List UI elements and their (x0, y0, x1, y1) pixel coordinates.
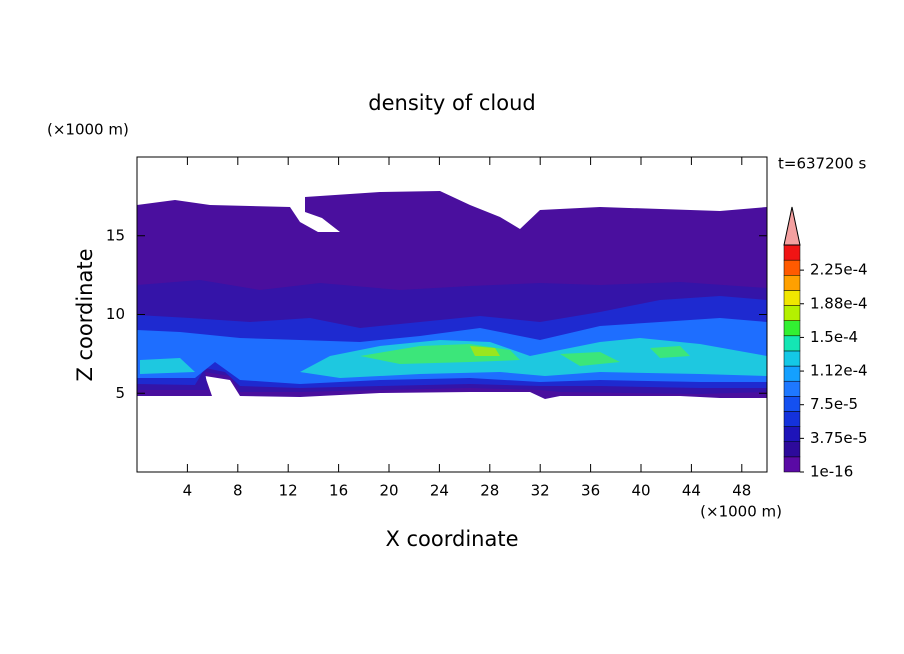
x-unit: (×1000 m) (700, 503, 782, 521)
contour-fill (470, 346, 500, 356)
colorbar-extend (783, 206, 801, 246)
contour-fills (137, 191, 767, 399)
x-tick-label: 32 (531, 482, 550, 500)
colorbar-band (783, 335, 801, 352)
colorbar-band (783, 380, 801, 397)
colorbar-tick-label: 1.88e-4 (810, 294, 868, 312)
x-tick-label: 40 (631, 482, 650, 500)
colorbar-tick-label: 3.75e-5 (810, 429, 868, 447)
colorbar-band (783, 396, 801, 412)
colorbar-tick-label: 1e-16 (810, 463, 853, 481)
colorbar-tick-label: 7.5e-5 (810, 395, 858, 413)
x-tick-label: 8 (233, 482, 243, 500)
x-tick-label: 20 (379, 482, 398, 500)
y-tick-label: 15 (106, 226, 125, 244)
colorbar-band (783, 350, 801, 367)
colorbar-band (783, 305, 801, 321)
colorbar-band (783, 441, 801, 458)
colorbar-band (783, 290, 801, 306)
x-tick-label: 44 (682, 482, 701, 500)
x-tick-label: 24 (430, 482, 449, 500)
colorbar-band (783, 365, 801, 382)
y-unit: (×1000 m) (47, 121, 129, 139)
y-tick-label: 10 (106, 305, 125, 323)
colorbar-tick-label: 2.25e-4 (810, 261, 868, 279)
x-tick-label: 4 (183, 482, 193, 500)
colorbar-band (783, 456, 801, 473)
x-tick-label: 16 (329, 482, 348, 500)
colorbar-band (783, 244, 801, 261)
colorbar-band (783, 426, 801, 442)
colorbar-band (783, 275, 801, 291)
time-label: t=637200 s (778, 155, 866, 173)
chart-title: density of cloud (368, 91, 535, 115)
colorbar-tick-label: 1.5e-4 (810, 328, 858, 346)
x-tick-label: 28 (480, 482, 499, 500)
x-axis-label: X coordinate (385, 527, 518, 551)
colorbar-tick-label: 1.12e-4 (810, 362, 868, 380)
x-tick-label: 48 (732, 482, 751, 500)
colorbar-band (783, 411, 801, 427)
colorbar-band (783, 320, 801, 337)
x-tick-label: 12 (279, 482, 298, 500)
y-axis-label: Z coordinate (73, 248, 97, 381)
y-tick-label: 5 (115, 384, 125, 402)
colorbar-band (783, 259, 801, 276)
x-tick-label: 36 (581, 482, 600, 500)
contour-fill (360, 344, 690, 366)
